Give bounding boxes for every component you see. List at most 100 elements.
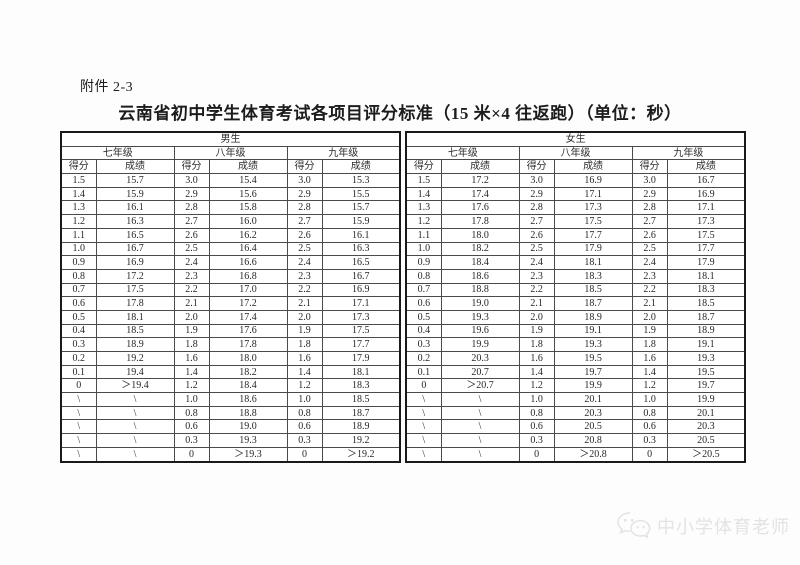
table-row: 1.0 16.7 2.5 16.4 2.5 16.3 xyxy=(60,241,401,257)
score-cell: 0.9 xyxy=(60,255,97,270)
score-cell: 2.0 xyxy=(518,309,555,325)
grade-header-row: 七年级 八年级 九年级 xyxy=(405,145,746,161)
score-cell: 0.3 xyxy=(173,433,210,448)
table-row: 1.1 16.5 2.6 16.2 2.6 16.1 xyxy=(60,227,401,243)
score-cell: 2.7 xyxy=(518,214,555,229)
result-cell: 18.9 xyxy=(321,419,401,435)
result-cell: ＞20.8 xyxy=(553,446,633,463)
result-cell: 17.2 xyxy=(208,296,288,311)
score-column-header: 得分 xyxy=(286,159,323,175)
result-cell: 18.3 xyxy=(553,268,633,284)
score-cell: 1.0 xyxy=(173,392,210,407)
result-cell: 16.9 xyxy=(553,173,633,188)
score-cell: 0.7 xyxy=(60,282,97,298)
score-cell: 2.0 xyxy=(173,309,210,325)
result-cell: 18.4 xyxy=(440,255,520,270)
result-cell: 17.5 xyxy=(95,282,175,298)
table-row: 1.4 15.9 2.9 15.6 2.9 15.5 xyxy=(60,186,401,202)
score-cell: 2.5 xyxy=(286,241,323,257)
score-cell: 0.6 xyxy=(518,419,555,435)
result-cell: 18.9 xyxy=(666,323,746,339)
score-cell: 1.4 xyxy=(60,186,97,202)
result-cell: 19.3 xyxy=(553,337,633,352)
score-cell: \ xyxy=(405,405,442,421)
result-cell: 19.7 xyxy=(553,364,633,380)
score-cell: 0.3 xyxy=(405,337,442,352)
score-cell: \ xyxy=(405,433,442,448)
result-cell: 17.8 xyxy=(208,337,288,352)
score-cell: \ xyxy=(405,446,442,463)
result-cell: 17.9 xyxy=(553,241,633,257)
score-cell: 3.0 xyxy=(173,173,210,188)
result-cell: \ xyxy=(440,392,520,407)
score-cell: 1.5 xyxy=(60,173,97,188)
table-row: 0.9 16.9 2.4 16.6 2.4 16.5 xyxy=(60,255,401,270)
result-cell: 19.6 xyxy=(440,323,520,339)
score-cell: 1.2 xyxy=(60,214,97,229)
result-cell: 18.7 xyxy=(666,309,746,325)
score-cell: 0 xyxy=(518,446,555,463)
gender-header-girls: 女生 xyxy=(405,131,746,147)
result-cell: 15.8 xyxy=(208,200,288,216)
score-cell: 2.7 xyxy=(173,214,210,229)
score-cell: 1.1 xyxy=(405,227,442,243)
result-cell: 17.6 xyxy=(208,323,288,339)
score-cell: 1.4 xyxy=(631,364,668,380)
score-cell: 2.4 xyxy=(518,255,555,270)
result-cell: ＞19.3 xyxy=(208,446,288,463)
result-cell: 17.3 xyxy=(666,214,746,229)
girls-table-body: 1.5 17.2 3.0 16.9 3.0 16.7 1.4 17.4 2.9 17.1 2.9 16… xyxy=(405,173,746,463)
score-cell: 1.9 xyxy=(173,323,210,339)
score-cell: 0.6 xyxy=(286,419,323,435)
score-cell: 2.1 xyxy=(173,296,210,311)
result-cell: 20.1 xyxy=(553,392,633,407)
result-cell: 17.6 xyxy=(440,200,520,216)
score-cell: 0.6 xyxy=(631,419,668,435)
score-tables: 男生 七年级 八年级 九年级 得分 成绩 得分 成绩 得分 成绩 1.5 15.7… xyxy=(60,131,747,463)
score-cell: 1.8 xyxy=(286,337,323,352)
result-cell: 20.7 xyxy=(440,364,520,380)
result-cell: 15.3 xyxy=(321,173,401,188)
result-cell: 15.4 xyxy=(208,173,288,188)
score-cell: 1.3 xyxy=(60,200,97,216)
score-cell: 1.6 xyxy=(518,351,555,366)
table-row: 1.1 18.0 2.6 17.7 2.6 17.5 xyxy=(405,227,746,243)
result-cell: 20.5 xyxy=(553,419,633,435)
result-cell: \ xyxy=(440,419,520,435)
score-cell: 2.5 xyxy=(631,241,668,257)
score-column-header: 得分 xyxy=(405,159,442,175)
result-cell: 15.7 xyxy=(321,200,401,216)
table-row: \ \ 0.3 20.8 0.3 20.5 xyxy=(405,433,746,448)
score-cell: 0.4 xyxy=(405,323,442,339)
score-cell: 2.6 xyxy=(173,227,210,243)
table-row: \ \ 0.8 20.3 0.8 20.1 xyxy=(405,405,746,421)
result-cell: 17.2 xyxy=(95,268,175,284)
result-cell: 16.2 xyxy=(208,227,288,243)
score-cell: 0.8 xyxy=(518,405,555,421)
result-cell: \ xyxy=(440,405,520,421)
result-cell: 15.7 xyxy=(95,173,175,188)
score-cell: 3.0 xyxy=(631,173,668,188)
table-row: \ \ 0.8 18.8 0.8 18.7 xyxy=(60,405,401,421)
result-cell: 17.4 xyxy=(440,186,520,202)
score-cell: 3.0 xyxy=(518,173,555,188)
table-row: \ \ 0 ＞19.3 0 ＞19.2 xyxy=(60,446,401,463)
table-row: \ \ 1.0 20.1 1.0 19.9 xyxy=(405,392,746,407)
result-cell: 18.2 xyxy=(440,241,520,257)
score-cell: 1.0 xyxy=(60,241,97,257)
result-cell: 16.3 xyxy=(95,214,175,229)
result-cell: 19.3 xyxy=(440,309,520,325)
wechat-logo-icon xyxy=(616,511,652,540)
result-cell: 17.2 xyxy=(440,173,520,188)
result-cell: 15.5 xyxy=(321,186,401,202)
result-cell: 16.7 xyxy=(321,268,401,284)
score-cell: 0 xyxy=(286,446,323,463)
result-cell: 15.9 xyxy=(321,214,401,229)
score-cell: 0.8 xyxy=(173,405,210,421)
score-cell: 0.7 xyxy=(405,282,442,298)
result-cell: 19.0 xyxy=(208,419,288,435)
result-cell: 20.3 xyxy=(440,351,520,366)
score-cell: \ xyxy=(60,405,97,421)
score-column-header: 得分 xyxy=(60,159,97,175)
score-cell: 2.8 xyxy=(173,200,210,216)
